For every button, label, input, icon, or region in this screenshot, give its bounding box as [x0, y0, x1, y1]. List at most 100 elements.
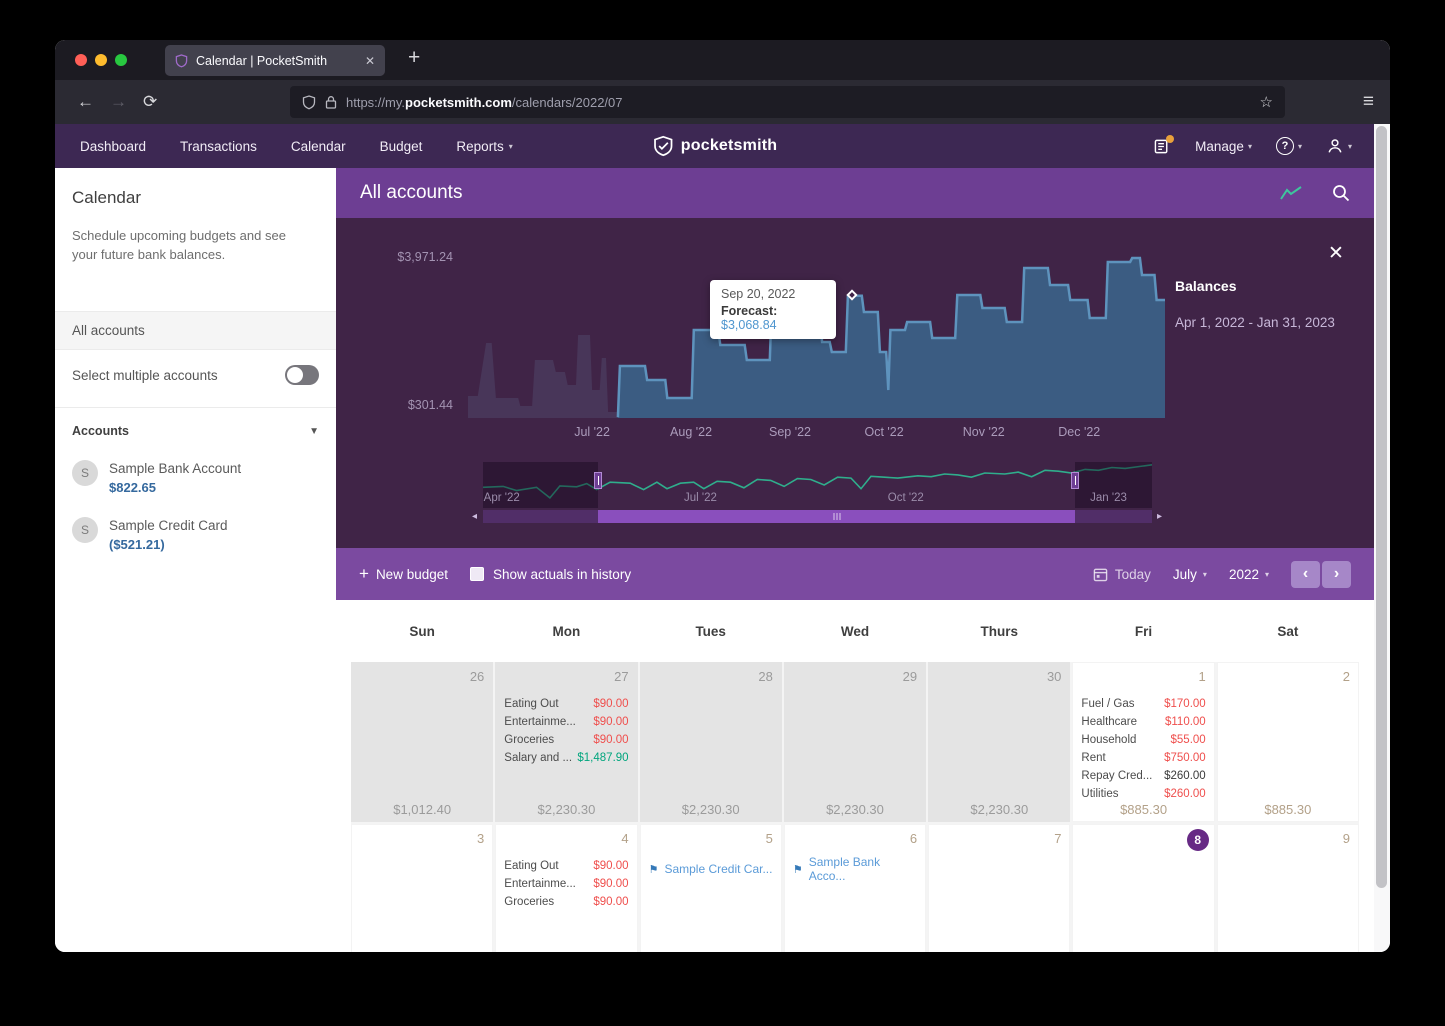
year-dropdown[interactable]: 2022 ▾ [1228, 566, 1269, 582]
event-item[interactable]: Entertainme... $90.00 [504, 875, 628, 893]
calendar-cell-day-26[interactable]: 26 $1,012.40 [351, 662, 494, 822]
calendar-cell-day-29[interactable]: 29 $2,230.30 [783, 662, 927, 822]
minimap-dim-right [1075, 462, 1152, 508]
event-item[interactable]: Rent $750.00 [1081, 749, 1205, 767]
tooltip-date: Sep 20, 2022 [721, 287, 796, 301]
new-budget-button[interactable]: + New budget [359, 564, 448, 583]
calendar-day-headers: Sun Mon Tues Wed Thurs Fri Sat [351, 600, 1359, 662]
range-scrollbar-track[interactable] [483, 510, 1152, 523]
previous-month-button[interactable]: ‹ [1291, 560, 1320, 588]
account-list-item[interactable]: S Sample Bank Account $822.65 [72, 460, 319, 495]
news-button[interactable] [1154, 134, 1175, 155]
budget-calendar: Sun Mon Tues Wed Thurs Fri Sat 26 $1,012.40 27 Ea… [336, 600, 1374, 952]
news-icon [1154, 139, 1168, 153]
back-button[interactable]: ← [77, 92, 94, 111]
day-header-fri: Fri [1134, 623, 1153, 639]
flag-label: Sample Bank Acco... [808, 855, 881, 883]
day-number: 28 [758, 669, 773, 684]
account-list-item[interactable]: S Sample Credit Card ($521.21) [72, 517, 319, 552]
browser-tab[interactable]: Calendar | PocketSmith ✕ [165, 45, 385, 76]
calendar-cell-day-30[interactable]: 30 $2,230.30 [928, 662, 1071, 822]
event-item[interactable]: Entertainme... $90.00 [504, 713, 628, 731]
account-name: Sample Credit Card [109, 518, 228, 533]
event-item[interactable]: Household $55.00 [1081, 731, 1205, 749]
event-amount: $750.00 [1164, 752, 1206, 764]
range-scrollbar-selection[interactable] [598, 510, 1076, 523]
event-item[interactable]: Salary and ... $1,487.90 [504, 749, 628, 767]
range-arrow-left-icon[interactable]: ◂ [472, 511, 478, 522]
accounts-header[interactable]: Accounts ▼ [72, 424, 319, 438]
pocketsmith-brand[interactable]: pocketsmith [652, 135, 777, 157]
range-handle-right[interactable] [1071, 472, 1080, 489]
calendar-cell-day-7[interactable]: 7 [928, 824, 1071, 952]
minimize-window-button[interactable] [95, 54, 107, 66]
forward-button[interactable]: → [110, 92, 127, 111]
nav-item-label: Reports [456, 138, 504, 154]
show-actuals-label: Show actuals in history [493, 566, 632, 582]
nav-item-budget[interactable]: Budget [380, 139, 423, 154]
chevron-down-icon: ▾ [1247, 141, 1252, 151]
event-item[interactable]: Fuel / Gas $170.00 [1081, 695, 1205, 713]
account-flag[interactable]: ⚑ Sample Credit Car... [649, 860, 773, 878]
maximize-window-button[interactable] [115, 54, 127, 66]
url-field[interactable]: https://my.pocketsmith.com/calendars/202… [290, 86, 1285, 118]
day-header-sat: Sat [1277, 623, 1299, 639]
range-arrow-right-icon[interactable]: ▸ [1157, 511, 1163, 522]
scrollbar-thumb[interactable] [1376, 126, 1387, 888]
accounts-section: Accounts ▼ S Sample Bank Account $822.65 S S… [55, 407, 336, 552]
event-item[interactable]: Utilities $260.00 [1081, 785, 1205, 803]
new-tab-button[interactable]: + [408, 46, 421, 69]
close-window-button[interactable] [75, 54, 87, 66]
reload-button[interactable]: ⟳ [143, 92, 158, 111]
minimap-chart[interactable] [483, 462, 1152, 508]
day-total: $2,230.30 [826, 802, 884, 817]
user-menu[interactable]: ▾ [1326, 137, 1352, 155]
multi-account-toggle[interactable] [285, 365, 319, 385]
event-item[interactable]: Eating Out $90.00 [504, 857, 628, 875]
calendar-cell-day-2[interactable]: 2 $885.30 [1216, 662, 1359, 822]
nav-item-reports[interactable]: Reports ▾ [456, 139, 512, 154]
search-icon[interactable] [1332, 184, 1350, 202]
nav-item-transactions[interactable]: Transactions [180, 139, 257, 154]
calendar-cell-day-5[interactable]: 5 ⚑ Sample Credit Car... [639, 824, 782, 952]
help-menu[interactable]: ? ▾ [1275, 137, 1302, 155]
bookmark-star-icon[interactable]: ☆ [1259, 94, 1273, 111]
manage-menu[interactable]: Manage ▾ [1195, 138, 1252, 154]
sidebar-item-all-accounts[interactable]: All accounts [55, 311, 336, 350]
calendar-cell-day-1[interactable]: 1 Fuel / Gas $170.00 Healthcare $110.00 House… [1072, 662, 1215, 822]
calendar-cell-day-27[interactable]: 27 Eating Out $90.00 Entertainme... $90.00 Gr… [495, 662, 638, 822]
event-item[interactable]: Repay Cred... $260.00 [1081, 767, 1205, 785]
day-flags: ⚑ Sample Bank Acco... [793, 855, 917, 883]
calendar-cell-day-4[interactable]: 4 Eating Out $90.00 Entertainme... $90.00 Gro… [495, 824, 638, 952]
account-flag[interactable]: ⚑ Sample Bank Acco... [793, 855, 917, 883]
show-actuals-checkbox[interactable] [470, 567, 484, 581]
menu-icon[interactable]: ≡ [1362, 91, 1374, 112]
chevron-down-icon: ▾ [508, 141, 513, 151]
event-item[interactable]: Healthcare $110.00 [1081, 713, 1205, 731]
calendar-cell-day-28[interactable]: 28 $2,230.30 [639, 662, 782, 822]
day-header-sun: Sun [409, 623, 435, 639]
page-scrollbar[interactable] [1374, 124, 1390, 952]
day-number: 5 [765, 831, 773, 846]
event-item[interactable]: Groceries $90.00 [504, 731, 628, 749]
trend-chart-icon[interactable] [1280, 185, 1302, 201]
calendar-cell-day-6[interactable]: 6 ⚑ Sample Bank Acco... [783, 824, 927, 952]
nav-item-calendar[interactable]: Calendar [291, 139, 346, 154]
day-number: 1 [1198, 669, 1206, 684]
event-item[interactable]: Groceries $90.00 [504, 893, 628, 911]
range-handle-left[interactable] [594, 472, 603, 489]
nav-item-dashboard[interactable]: Dashboard [80, 139, 146, 154]
event-item[interactable]: Eating Out $90.00 [504, 695, 628, 713]
day-total: $2,230.30 [681, 802, 740, 817]
today-button[interactable]: Today [1093, 567, 1151, 582]
close-icon[interactable]: ✕ [1328, 243, 1344, 264]
calendar-cell-day-3[interactable]: 3 [351, 824, 494, 952]
balance-forecast-chart[interactable] [468, 256, 1165, 418]
event-amount: $90.00 [593, 698, 629, 710]
month-dropdown[interactable]: July ▾ [1172, 566, 1207, 582]
calendar-cell-day-8[interactable]: 8 [1072, 824, 1215, 952]
tracking-protection-shield-icon[interactable] [302, 94, 316, 110]
tab-close-icon[interactable]: ✕ [364, 53, 375, 68]
calendar-cell-day-9[interactable]: 9 [1216, 824, 1359, 952]
next-month-button[interactable]: › [1322, 560, 1351, 588]
